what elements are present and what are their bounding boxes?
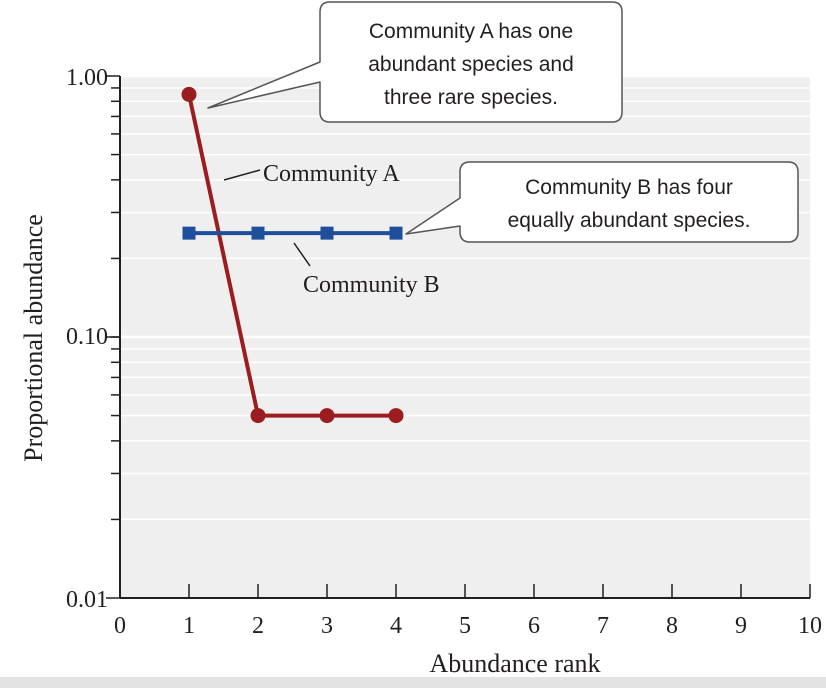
series-a-point-4 — [388, 408, 404, 424]
x-axis-label: Abundance rank — [429, 649, 600, 678]
axes — [106, 75, 811, 599]
series-a-point-1 — [181, 86, 197, 102]
gridlines — [120, 74, 810, 521]
y-tick-label-1: 1.00 — [66, 65, 108, 91]
x-tick-labels: 0 1 2 3 4 5 6 7 8 9 10 — [114, 613, 822, 639]
callout-a-line-3: three rare species. — [384, 86, 558, 109]
x-tick-label-7: 7 — [597, 613, 609, 639]
bottom-scroll-bar — [0, 677, 826, 688]
series-b-point-3 — [320, 226, 334, 240]
y-axis-label: Proportional abundance — [19, 214, 48, 462]
series-b-label: Community B — [303, 272, 440, 298]
callout-a-line-2: abundant species and — [368, 53, 574, 76]
x-tick-label-8: 8 — [666, 613, 678, 639]
x-tick-label-2: 2 — [252, 613, 264, 639]
callout-a: Community A has one abundant species and… — [207, 1, 623, 123]
x-tick-label-1: 1 — [183, 613, 195, 639]
x-tick-label-6: 6 — [528, 613, 540, 639]
y-tick-label-0.01: 0.01 — [66, 587, 108, 613]
series-a-label-leader — [223, 169, 261, 181]
x-tick-label-0: 0 — [114, 613, 126, 639]
series-a-point-2 — [250, 408, 266, 424]
x-tick-label-10: 10 — [798, 613, 822, 639]
series-b-point-4 — [389, 226, 403, 240]
series-b-point-1 — [182, 226, 196, 240]
series-b-label-leader — [293, 242, 311, 267]
callout-b-line-1: Community B has four — [525, 176, 733, 199]
series-b-point-2 — [251, 226, 265, 240]
callout-b: Community B has four equally abundant sp… — [405, 161, 799, 243]
series-a-line — [187, 94, 396, 418]
y-tick-label-0.1: 0.10 — [66, 324, 108, 350]
x-tick-label-5: 5 — [459, 613, 471, 639]
series-a-label: Community A — [263, 161, 400, 187]
callout-a-line-1: Community A has one — [369, 20, 573, 43]
series-a-point-3 — [319, 408, 335, 424]
x-tick-label-9: 9 — [735, 613, 747, 639]
x-tick-label-4: 4 — [390, 613, 402, 639]
series-group — [181, 86, 404, 424]
callout-b-line-2: equally abundant species. — [508, 209, 751, 232]
x-tick-label-3: 3 — [321, 613, 333, 639]
